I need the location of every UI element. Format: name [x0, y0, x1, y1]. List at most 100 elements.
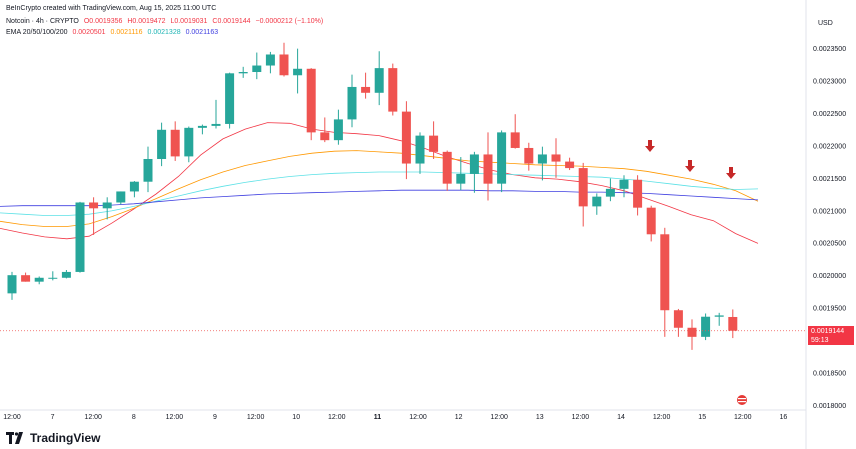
candle-body[interactable] — [551, 154, 561, 162]
x-tick-label: 12:00 — [3, 414, 21, 421]
y-tick-label: 0.0022000 — [813, 143, 846, 150]
time-axis[interactable]: 12:00 7 12:00 8 12:00 9 12:00 10 12:00 11 12:00 12 1… — [3, 414, 787, 421]
x-tick-label: 13 — [536, 414, 544, 421]
candle-body[interactable] — [265, 54, 275, 66]
x-tick-label: 12:00 — [490, 414, 508, 421]
candle-body[interactable] — [21, 275, 31, 282]
candlesticks[interactable] — [7, 42, 738, 350]
x-tick-label: 11 — [374, 414, 382, 421]
ema-label[interactable]: EMA 20/50/100/200 — [6, 29, 68, 36]
candle-body[interactable] — [252, 65, 262, 73]
candle-body[interactable] — [61, 271, 71, 278]
x-tick-label: 12:00 — [653, 414, 671, 421]
tradingview-logo[interactable]: TradingView — [6, 431, 100, 445]
candle-body[interactable] — [537, 154, 547, 164]
chart-attribution: BeInCrypto created with TradingView.com,… — [6, 5, 217, 12]
candle-body[interactable] — [483, 154, 493, 184]
candle-body[interactable] — [157, 129, 167, 159]
ema-100-value: 0.0021328 — [147, 29, 181, 36]
candle-body[interactable] — [442, 151, 452, 184]
candle-body[interactable] — [347, 86, 357, 120]
candle-body[interactable] — [619, 179, 629, 189]
candle-body[interactable] — [374, 68, 384, 93]
candle-body[interactable] — [7, 275, 17, 294]
candle-body[interactable] — [211, 123, 221, 126]
candle-body[interactable] — [646, 207, 656, 235]
candle-body[interactable] — [701, 316, 711, 337]
candle-body[interactable] — [429, 135, 439, 152]
candle-body[interactable] — [415, 135, 425, 164]
change-value: −0.0000212 (−1.10%) — [255, 18, 324, 25]
candle-body[interactable] — [293, 68, 303, 76]
x-tick-label: 12:00 — [328, 414, 346, 421]
candle-body[interactable] — [388, 68, 398, 112]
ema-200-value: 0.0021163 — [185, 29, 219, 36]
candle-body[interactable] — [34, 277, 44, 282]
y-tick-label: 0.0018500 — [813, 371, 846, 378]
y-tick-label: 0.0019500 — [813, 306, 846, 313]
candle-body[interactable] — [510, 132, 520, 148]
arrow-down-icon — [726, 167, 736, 179]
x-tick-label: 8 — [132, 414, 136, 421]
x-tick-label: 12:00 — [572, 414, 590, 421]
arrow-down-icon — [645, 140, 655, 152]
candle-body[interactable] — [524, 147, 534, 164]
candle-body[interactable] — [143, 158, 153, 182]
candle-body[interactable] — [660, 234, 670, 311]
x-tick-label: 12 — [455, 414, 463, 421]
candle-body[interactable] — [728, 316, 738, 331]
candle-body[interactable] — [565, 161, 575, 169]
brand-name: TradingView — [30, 431, 101, 445]
candle-body[interactable] — [687, 327, 697, 337]
annotation-arrows — [645, 140, 736, 179]
symbol-label[interactable]: Notcoin · 4h · CRYPTO — [6, 18, 79, 25]
candle-body[interactable] — [116, 191, 126, 203]
y-tick-label: 0.0023000 — [813, 78, 846, 85]
chart-grid — [0, 0, 807, 449]
candle-body[interactable] — [714, 315, 724, 317]
candle-body[interactable] — [578, 168, 588, 207]
candle-body[interactable] — [333, 119, 343, 141]
candle-body[interactable] — [361, 86, 371, 93]
high-value: H0.0019472 — [127, 18, 166, 25]
candle-body[interactable] — [401, 111, 411, 164]
current-price-tag: 0.0019144 59:13 — [808, 326, 854, 345]
price-axis[interactable]: 0.00180000.00185000.00190000.00195000.00… — [813, 46, 846, 410]
y-tick-label: 0.0020000 — [813, 273, 846, 280]
candle-body[interactable] — [456, 173, 466, 184]
close-value: C0.0019144 — [212, 18, 251, 25]
ema-lines — [0, 122, 759, 244]
candle-body[interactable] — [197, 125, 207, 128]
candle-body[interactable] — [225, 73, 235, 124]
candle-body[interactable] — [673, 310, 683, 328]
candle-body[interactable] — [48, 277, 58, 279]
candle-body[interactable] — [592, 196, 602, 207]
candle-body[interactable] — [89, 202, 99, 209]
x-tick-label: 14 — [617, 414, 625, 421]
x-tick-label: 10 — [292, 414, 300, 421]
open-value: O0.0019356 — [83, 18, 123, 25]
candle-body[interactable] — [497, 132, 507, 184]
candle-body[interactable] — [129, 181, 139, 192]
candle-body[interactable] — [469, 154, 479, 174]
candle-body[interactable] — [633, 179, 643, 208]
currency-label[interactable]: USD — [818, 20, 833, 27]
x-tick-label: 15 — [698, 414, 706, 421]
y-tick-label: 0.0018000 — [813, 403, 846, 410]
y-tick-label: 0.0022500 — [813, 111, 846, 118]
candle-body[interactable] — [75, 202, 85, 272]
candle-body[interactable] — [306, 68, 316, 133]
event-flag-icon[interactable] — [737, 395, 747, 405]
candle-body[interactable] — [184, 127, 194, 157]
x-tick-label: 12:00 — [84, 414, 102, 421]
x-tick-label: 12:00 — [734, 414, 752, 421]
candle-body[interactable] — [279, 54, 289, 76]
candle-body[interactable] — [170, 129, 180, 157]
y-tick-label: 0.0021500 — [813, 176, 846, 183]
candle-body[interactable] — [238, 72, 248, 74]
candle-body[interactable] — [605, 188, 615, 197]
candle-body[interactable] — [102, 202, 112, 209]
bar-countdown: 59:13 — [811, 337, 829, 344]
candle-body[interactable] — [320, 132, 330, 141]
